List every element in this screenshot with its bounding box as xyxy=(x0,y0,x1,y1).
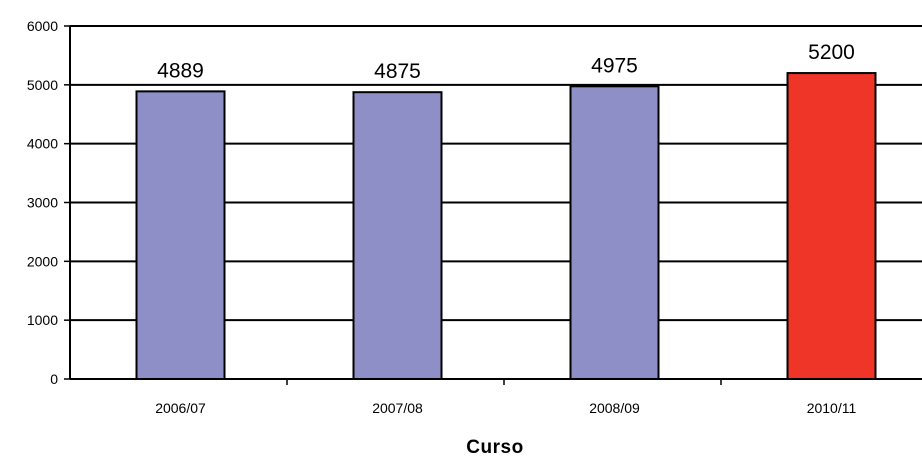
y-tick-label: 6000 xyxy=(27,18,58,34)
data-label: 4975 xyxy=(591,54,638,77)
x-tick-label: 2006/07 xyxy=(155,400,206,416)
bar-2007-08 xyxy=(352,91,443,380)
bars xyxy=(135,72,877,380)
x-axis-title: Curso xyxy=(466,437,523,457)
data-label: 5200 xyxy=(808,41,855,64)
y-tick-label: 0 xyxy=(50,371,58,387)
data-label: 4889 xyxy=(157,59,204,82)
y-tick-label: 3000 xyxy=(27,195,58,211)
y-tick-label: 2000 xyxy=(27,253,58,269)
y-tick-label: 5000 xyxy=(27,77,58,93)
bar-2008-09 xyxy=(569,85,660,380)
x-tick-label: 2007/08 xyxy=(372,400,423,416)
y-tick-label: 1000 xyxy=(27,312,58,328)
axes xyxy=(69,26,922,385)
x-tick-label: 2010/11 xyxy=(807,400,857,416)
bar-2006-07 xyxy=(135,90,226,380)
x-tick-labels: 2006/07 2007/08 2008/09 2010/11 xyxy=(155,400,856,416)
y-tick-labels: 0 1000 2000 3000 4000 5000 6000 xyxy=(27,18,58,387)
y-tick-label: 4000 xyxy=(27,136,58,152)
data-label: 4875 xyxy=(374,60,421,83)
data-labels: 4889 4875 4975 5200 xyxy=(157,41,855,83)
bar-2010-11 xyxy=(786,72,877,380)
x-tick-label: 2008/09 xyxy=(589,400,640,416)
